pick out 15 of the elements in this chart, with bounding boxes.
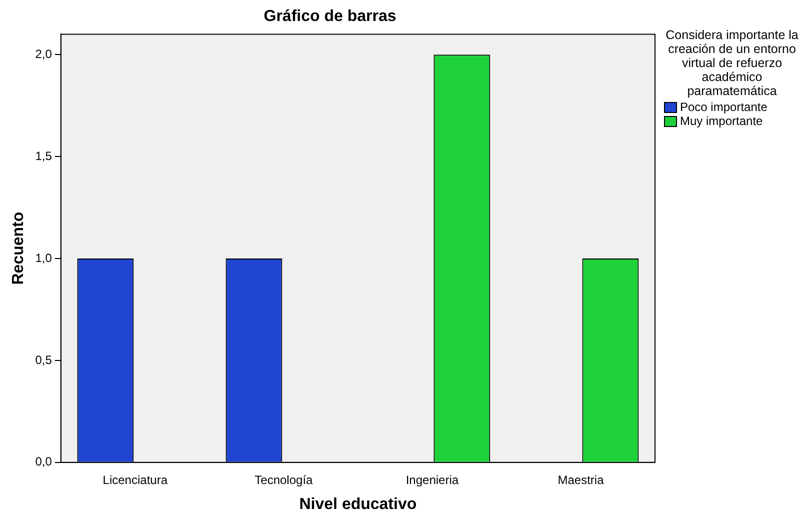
legend-label: Muy importante — [680, 114, 763, 128]
y-tick-label: 0,0 — [35, 454, 52, 469]
y-tick-label: 0,5 — [35, 352, 52, 367]
legend-label: Poco importante — [680, 100, 768, 114]
x-axis-title: Nivel educativo — [299, 496, 417, 513]
y-tick-label: 1,0 — [35, 250, 52, 265]
chart-title: Gráfico de barras — [264, 8, 396, 26]
x-tick-label: Ingenieria — [406, 472, 459, 487]
y-tick-label: 1,5 — [35, 148, 52, 163]
y-tick-label: 2,0 — [35, 46, 52, 61]
legend-title: Considera importante la creación de un entorno virtual de refuerzo académico paramatemática — [664, 28, 800, 98]
y-axis-title: Recuento — [10, 212, 28, 285]
x-tick-label: Tecnología — [254, 472, 314, 487]
x-tick-label: Maestria — [558, 472, 604, 487]
x-tick-label: Licenciatura — [102, 472, 168, 487]
